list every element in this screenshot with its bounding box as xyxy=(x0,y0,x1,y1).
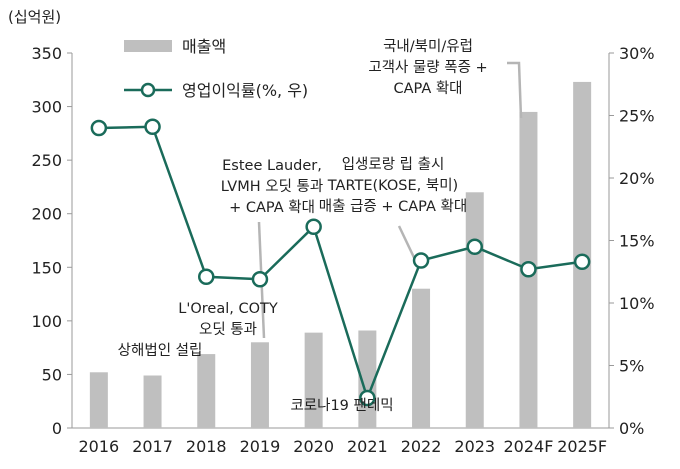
annotation-text: 입생로랑 립 출시 xyxy=(342,156,445,173)
left-tick-label: 100 xyxy=(31,312,62,331)
left-tick-label: 0 xyxy=(52,419,62,438)
annotation-text: 코로나19 팬데믹 xyxy=(290,397,393,414)
annotation-text: 오딧 통과 xyxy=(199,321,257,338)
line-point xyxy=(144,118,161,135)
annotation-text: LVMH 오딧 통과 xyxy=(221,178,323,195)
left-tick-label: 350 xyxy=(31,44,62,63)
annotations: 상해법인 설립 L'Oreal, COTY 오딧 통과 Estee Lauder, LV… xyxy=(118,38,488,414)
left-tick-label: 250 xyxy=(31,151,62,170)
left-tick-label: 300 xyxy=(31,98,62,117)
bar xyxy=(89,372,108,428)
right-tick-label: 0% xyxy=(619,419,644,438)
bar xyxy=(143,375,162,428)
annotation-text: TARTE(KOSE, 북미) xyxy=(327,177,458,194)
x-tick-label: 2023 xyxy=(454,437,495,456)
left-tick-label: 200 xyxy=(31,205,62,224)
right-tick-label: 15% xyxy=(619,232,655,251)
bar xyxy=(465,192,484,428)
tick-labels: 0 50 100 150 200 250 300 350 0% 5% 10% 15% 20% 25% 30%… xyxy=(8,8,655,456)
legend-swatch-marker xyxy=(140,82,156,98)
right-tick-label: 10% xyxy=(619,294,655,313)
x-tick-label: 2019 xyxy=(240,437,281,456)
x-tick-label: 2016 xyxy=(78,437,119,456)
legend-swatch-bar xyxy=(124,40,172,52)
annotation-text: 매출 급증 + CAPA 확대 xyxy=(319,198,467,215)
x-tick-label: 2021 xyxy=(347,437,388,456)
annotation-text: + CAPA 확대 xyxy=(229,199,315,216)
line-path xyxy=(98,125,583,402)
left-tick-label: 150 xyxy=(31,258,62,277)
annotation-text: 국내/북미/유럽 xyxy=(383,38,473,55)
right-tick-label: 20% xyxy=(619,169,655,188)
bar xyxy=(197,354,216,428)
line-series xyxy=(90,118,591,407)
legend-label-line: 영업이익률(%, 우) xyxy=(182,81,308,100)
annotation-leader xyxy=(507,61,523,119)
annotation-text: Estee Lauder, xyxy=(222,158,322,174)
x-tick-label: 2024F xyxy=(503,437,553,456)
line-point xyxy=(198,268,215,285)
line-point xyxy=(466,238,483,255)
bar-series xyxy=(89,81,592,428)
right-tick-label: 30% xyxy=(619,44,655,63)
x-tick-label: 2022 xyxy=(401,437,442,456)
left-axis-unit: (십억원) xyxy=(8,8,61,26)
line-point xyxy=(412,252,430,269)
bar xyxy=(304,332,323,428)
line-point xyxy=(305,218,322,235)
annotation-text: 상해법인 설립 xyxy=(118,342,203,359)
legend-label-bar: 매출액 xyxy=(182,37,226,56)
left-tick-label: 50 xyxy=(42,365,62,384)
right-tick-label: 5% xyxy=(619,357,644,376)
bar xyxy=(250,342,269,428)
annotation-text: 고객사 물량 폭증 + xyxy=(368,59,487,76)
annotation-text: L'Oreal, COTY xyxy=(178,301,278,317)
annotation-text: CAPA 확대 xyxy=(393,80,462,97)
line-point xyxy=(573,253,591,270)
line-point xyxy=(251,271,269,288)
x-tick-label: 2018 xyxy=(186,437,227,456)
x-tick-label: 2020 xyxy=(293,437,334,456)
x-tick-label: 2017 xyxy=(132,437,173,456)
line-point xyxy=(90,119,108,137)
right-tick-label: 25% xyxy=(619,107,655,126)
x-tick-label: 2025F xyxy=(557,437,607,456)
line-point xyxy=(520,261,537,278)
bar xyxy=(412,288,431,428)
line-point xyxy=(359,389,376,407)
